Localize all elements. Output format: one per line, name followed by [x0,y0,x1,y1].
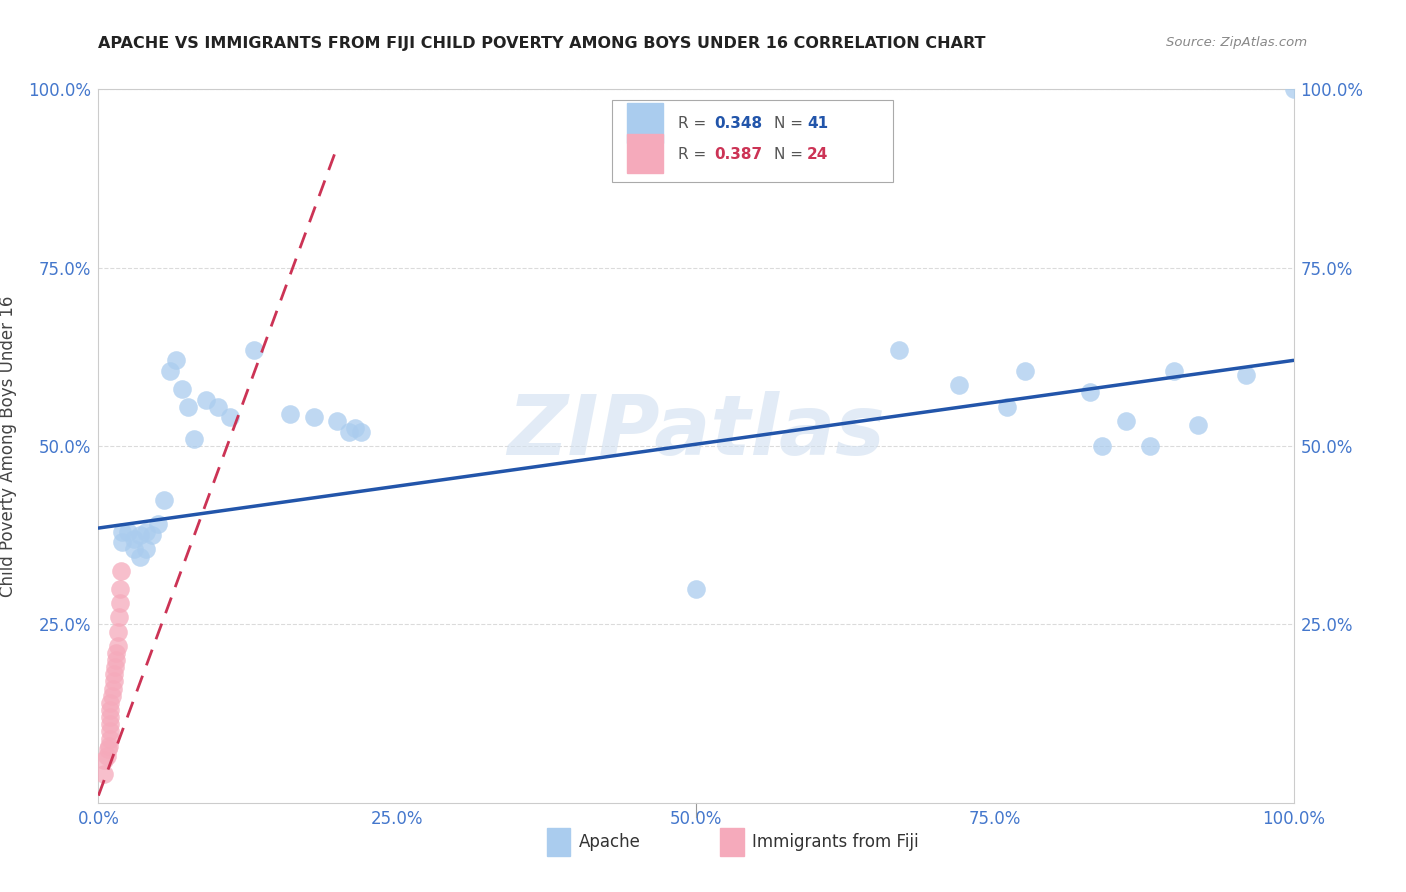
Point [103,667,125,681]
Text: Immigrants from Fiji: Immigrants from Fiji [752,833,918,851]
Point [344,421,367,435]
Point [1091,439,1114,453]
Point [1234,368,1257,382]
Point [243,343,266,357]
Point [98,717,122,731]
Point [350,425,373,439]
Point [97,742,120,756]
FancyBboxPatch shape [547,828,571,856]
Text: Source: ZipAtlas.com: Source: ZipAtlas.com [1167,36,1308,49]
Point [98,696,122,710]
Point [105,646,128,660]
Point [104,660,127,674]
Point [107,610,129,624]
FancyBboxPatch shape [627,103,662,143]
Point [108,582,131,596]
Text: 24: 24 [807,147,828,162]
Point [1115,414,1137,428]
Point [129,549,152,564]
Point [302,410,325,425]
Point [111,524,134,539]
Point [111,535,134,549]
Point [995,400,1018,414]
Point [107,639,129,653]
Point [98,710,122,724]
Point [165,353,187,368]
Point [141,528,163,542]
Point [219,410,242,425]
Point [153,492,176,507]
Point [195,392,218,407]
Point [103,674,125,689]
Point [135,542,157,557]
Text: R =: R = [678,147,711,162]
Point [98,703,122,717]
Point [124,532,146,546]
Point [1139,439,1161,453]
Text: APACHE VS IMMIGRANTS FROM FIJI CHILD POVERTY AMONG BOYS UNDER 16 CORRELATION CHA: APACHE VS IMMIGRANTS FROM FIJI CHILD POV… [98,36,986,51]
Point [1282,82,1305,96]
Point [135,524,157,539]
Point [183,432,205,446]
Point [278,407,301,421]
Point [889,343,911,357]
Point [110,564,132,578]
FancyBboxPatch shape [613,100,893,182]
Point [105,653,128,667]
Point [98,724,122,739]
Point [207,400,229,414]
Point [98,731,122,746]
Point [93,753,115,767]
Text: 0.348: 0.348 [714,116,762,131]
Point [148,517,170,532]
Point [177,400,200,414]
Point [107,624,129,639]
Point [98,739,121,753]
Point [101,681,124,696]
Point [1163,364,1185,378]
Point [108,596,131,610]
Point [948,378,970,392]
Point [1080,385,1102,400]
Point [93,767,115,781]
Point [172,382,194,396]
Point [685,582,707,596]
Point [129,528,152,542]
Text: 0.387: 0.387 [714,147,762,162]
Text: ZIPatlas: ZIPatlas [508,392,884,472]
Point [124,542,146,557]
Point [326,414,349,428]
Point [339,425,361,439]
Text: N =: N = [773,147,807,162]
Point [100,689,122,703]
Point [1014,364,1036,378]
Y-axis label: Child Poverty Among Boys Under 16: Child Poverty Among Boys Under 16 [0,295,17,597]
Point [96,749,118,764]
Point [159,364,181,378]
FancyBboxPatch shape [627,134,662,173]
FancyBboxPatch shape [720,828,744,856]
Point [1187,417,1209,432]
Point [117,524,139,539]
Text: Apache: Apache [579,833,641,851]
Text: R =: R = [678,116,711,131]
Text: 41: 41 [807,116,828,131]
Text: N =: N = [773,116,807,131]
